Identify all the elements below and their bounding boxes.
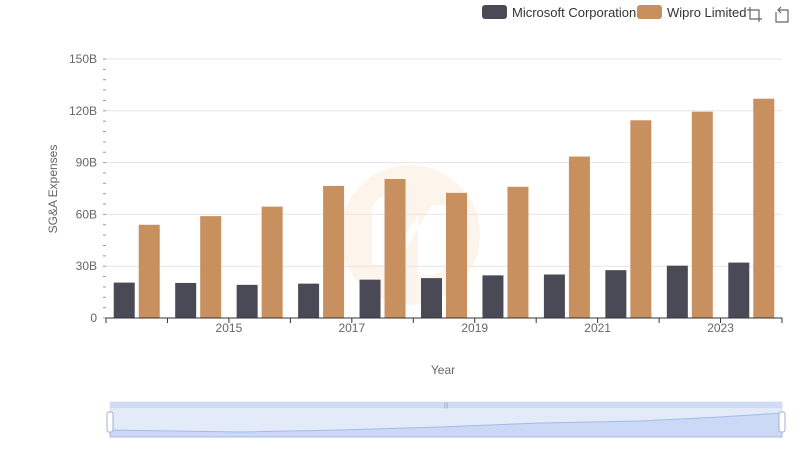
bar-microsoft-2019[interactable] — [421, 278, 442, 318]
bar-microsoft-2016[interactable] — [236, 284, 258, 318]
zoom-move-handle-icon[interactable]: ||| — [444, 403, 449, 409]
y-tick-label: 60B — [76, 207, 97, 221]
bar-microsoft-2014[interactable] — [113, 282, 135, 318]
y-tick-label: 30B — [76, 259, 97, 273]
bar-microsoft-2024[interactable] — [728, 262, 750, 318]
bar-wipro-2022[interactable] — [630, 120, 652, 319]
y-axis-title: SG&A Expenses — [46, 145, 60, 234]
zoom-move-bar[interactable] — [110, 402, 782, 408]
legend-label-wipro: Wipro Limited — [667, 4, 747, 20]
bars — [113, 98, 775, 319]
x-tick-label: 2023 — [707, 321, 734, 335]
y-tick-label: 150B — [69, 52, 97, 66]
legend-item-wipro[interactable]: Wipro Limited — [637, 3, 746, 21]
legend-swatch-microsoft — [482, 5, 507, 19]
bar-microsoft-2015[interactable] — [175, 282, 197, 318]
bar-wipro-2019[interactable] — [446, 192, 467, 318]
bar-microsoft-2020[interactable] — [482, 275, 504, 318]
bar-wipro-2020[interactable] — [507, 186, 529, 318]
y-axis-ticks: 0 30B 60B 90B 120B 150B — [69, 52, 97, 325]
x-tick-label: 2017 — [338, 321, 365, 335]
legend-item-microsoft[interactable]: Microsoft Corporation — [482, 3, 636, 21]
bar-wipro-2016[interactable] — [261, 206, 283, 318]
x-axis-ticks: 2015 2017 2019 2021 2023 — [105, 318, 783, 335]
bar-wipro-2021[interactable] — [568, 156, 590, 318]
bar-microsoft-2021[interactable] — [543, 274, 565, 318]
bar-wipro-2024[interactable] — [753, 98, 775, 318]
x-axis-title: Year — [431, 363, 455, 377]
bar-microsoft-2017[interactable] — [298, 283, 320, 318]
y-tick-label: 0 — [90, 311, 97, 325]
y-tick-label: 90B — [76, 156, 97, 170]
legend-label-microsoft: Microsoft Corporation — [512, 4, 637, 20]
x-tick-label: 2015 — [216, 321, 243, 335]
data-zoom-slider[interactable]: ||| — [106, 401, 786, 438]
zoom-handle-left[interactable] — [106, 411, 114, 433]
bar-microsoft-2022[interactable] — [605, 270, 627, 318]
bar-microsoft-2023[interactable] — [666, 265, 688, 318]
x-tick-label: 2019 — [461, 321, 488, 335]
y-tick-label: 120B — [69, 104, 97, 118]
bar-wipro-2018[interactable] — [384, 179, 406, 318]
y-axis-minor-ticks — [103, 58, 106, 319]
data-zoom-icon[interactable] — [746, 6, 764, 24]
bar-microsoft-2018[interactable] — [359, 279, 381, 318]
bar-wipro-2017[interactable] — [323, 185, 345, 318]
zoom-handle-right[interactable] — [778, 411, 786, 433]
x-tick-label: 2021 — [584, 321, 611, 335]
bar-wipro-2014[interactable] — [138, 224, 160, 318]
restore-icon[interactable] — [773, 6, 791, 24]
legend-swatch-wipro — [637, 5, 662, 19]
bar-wipro-2023[interactable] — [691, 111, 713, 318]
bar-wipro-2015[interactable] — [200, 216, 222, 318]
zoom-preview-area — [109, 412, 783, 438]
